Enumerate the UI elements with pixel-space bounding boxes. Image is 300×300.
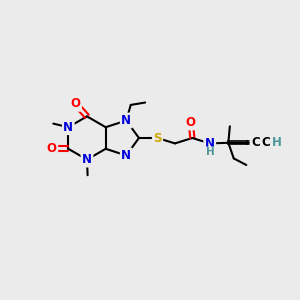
- Text: O: O: [70, 97, 81, 110]
- Text: H: H: [272, 136, 282, 149]
- Text: N: N: [205, 137, 215, 150]
- Text: C: C: [251, 136, 260, 149]
- Text: H: H: [206, 147, 215, 158]
- Text: O: O: [186, 116, 196, 129]
- Text: O: O: [47, 142, 57, 155]
- Text: N: N: [121, 114, 131, 127]
- Text: N: N: [82, 153, 92, 166]
- Text: C: C: [262, 136, 271, 149]
- Text: N: N: [63, 121, 73, 134]
- Text: S: S: [153, 131, 162, 145]
- Text: N: N: [121, 149, 131, 162]
